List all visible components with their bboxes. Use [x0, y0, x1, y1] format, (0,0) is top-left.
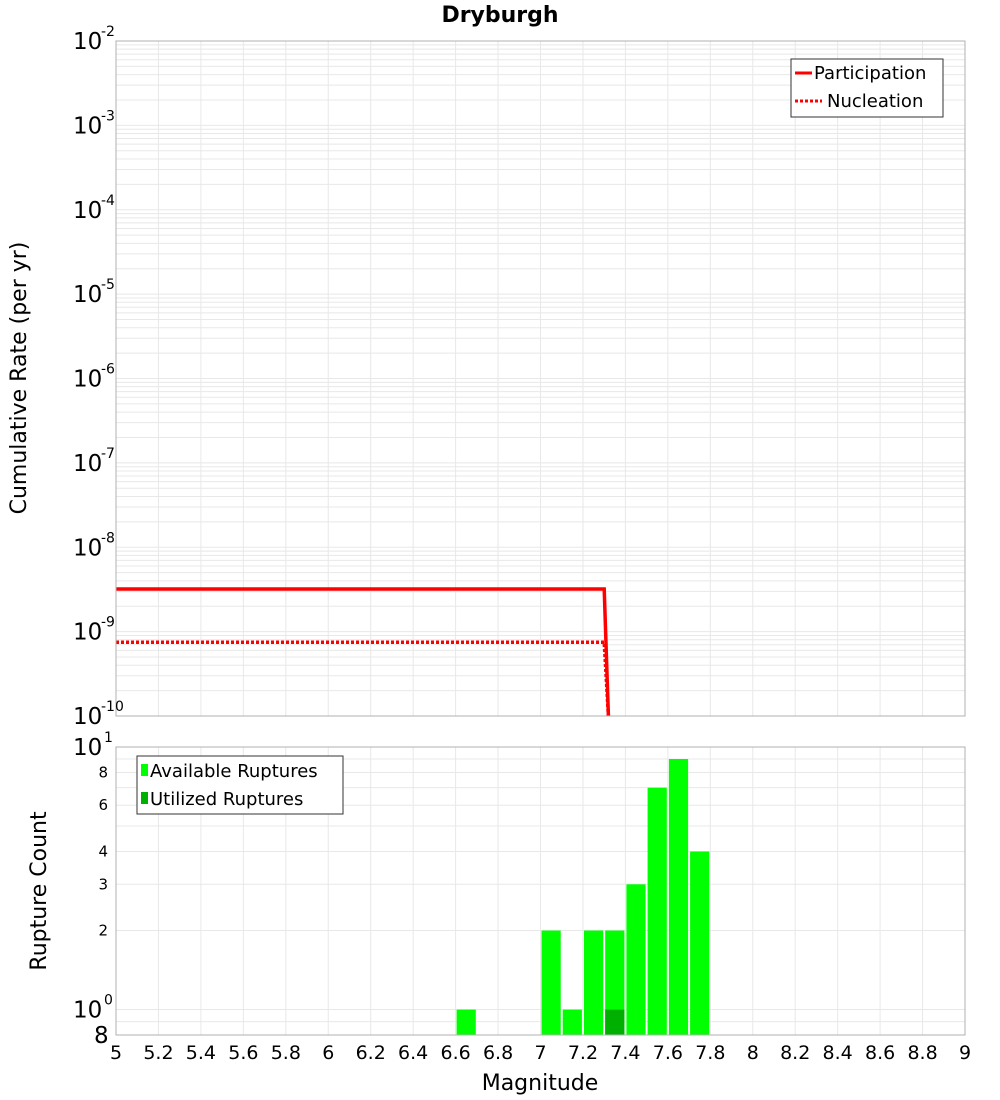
- count-y-tick-exponent: 0: [104, 993, 113, 1009]
- x-tick-label: 7.2: [568, 1042, 598, 1064]
- x-axis-label: Magnitude: [482, 1071, 599, 1096]
- rate-y-tick-exponent: -5: [101, 277, 115, 293]
- rate-y-tick-label: 10: [73, 451, 102, 477]
- legend-nucleation-label: Nucleation: [827, 91, 923, 112]
- count-y-tick-exponent: 1: [104, 730, 113, 746]
- utilized-rupture-bar: [605, 1009, 625, 1035]
- x-tick-label: 5.2: [143, 1042, 173, 1064]
- legend-utilized-label: Utilized Ruptures: [150, 789, 303, 810]
- count-panel-bars: [456, 759, 710, 1035]
- count-y-tick-label: 3: [98, 875, 108, 893]
- x-tick-label: 5.4: [186, 1042, 216, 1064]
- legend-utilized-swatch: [141, 792, 148, 804]
- rate-panel-series: [116, 587, 611, 717]
- count-y-tick-label: 10: [73, 735, 102, 761]
- rate-y-tick-label: 10: [73, 29, 102, 55]
- x-tick-label: 5: [110, 1042, 122, 1064]
- x-tick-label: 7.8: [695, 1042, 725, 1064]
- x-tick-label: 9: [959, 1042, 971, 1064]
- x-tick-label: 7.4: [610, 1042, 640, 1064]
- rate-y-tick-label: 10: [73, 113, 102, 139]
- rate-y-tick-label: 10: [73, 704, 102, 730]
- available-rupture-bar: [562, 1009, 582, 1035]
- rate-y-tick-exponent: -4: [101, 193, 115, 209]
- x-tick-label: 6.4: [398, 1042, 428, 1064]
- count-y-tick-label: 10: [73, 998, 102, 1024]
- available-rupture-bar: [690, 851, 710, 1035]
- count-y-tick-label: 6: [98, 796, 108, 814]
- x-tick-label: 8.4: [823, 1042, 853, 1064]
- count-legend: Available Ruptures Utilized Ruptures: [136, 755, 344, 815]
- rate-y-tick-exponent: -10: [101, 699, 124, 715]
- rate-legend: Participation Nucleation: [790, 58, 944, 118]
- count-legend-box: [136, 755, 344, 815]
- x-tick-label: 6.6: [440, 1042, 470, 1064]
- series-line-nucleation: [116, 640, 611, 717]
- rate-y-tick-exponent: -6: [101, 362, 115, 378]
- count-y-tick-label: 2: [98, 922, 108, 940]
- available-rupture-bar: [605, 930, 625, 1035]
- count-y-tick-label: 4: [98, 842, 108, 860]
- count-y-axis-label: Rupture Count: [27, 811, 52, 971]
- rate-panel-frame: [115, 40, 966, 717]
- available-rupture-bar: [626, 884, 646, 1035]
- x-tick-label: 5.8: [271, 1042, 301, 1064]
- chart-title: Dryburgh: [441, 3, 558, 28]
- x-tick-label: 8.2: [780, 1042, 810, 1064]
- count-panel-frame: [115, 746, 966, 1036]
- rate-y-tick-label: 10: [73, 535, 102, 561]
- rate-y-tick-label: 10: [73, 367, 102, 393]
- available-rupture-bar: [456, 1009, 476, 1035]
- legend-available-swatch: [141, 764, 148, 776]
- rate-y-tick-exponent: -2: [101, 24, 115, 40]
- x-tick-label: 8: [747, 1042, 759, 1064]
- legend-available-label: Available Ruptures: [150, 761, 318, 782]
- available-rupture-bar: [668, 759, 689, 1035]
- count-y-tick-label: 8: [94, 1023, 109, 1049]
- rate-y-tick-label: 10: [73, 620, 102, 646]
- x-tick-label: 8.8: [907, 1042, 937, 1064]
- series-line-participation: [116, 587, 611, 717]
- legend-participation-label: Participation: [814, 63, 926, 84]
- available-rupture-bar: [541, 930, 561, 1035]
- x-tick-label: 5.6: [228, 1042, 258, 1064]
- rate-panel-grid: [115, 41, 966, 717]
- x-tick-label: 8.6: [865, 1042, 895, 1064]
- rate-legend-box: [790, 58, 944, 118]
- rate-y-tick-label: 10: [73, 282, 102, 308]
- rate-y-axis-label: Cumulative Rate (per yr): [7, 242, 32, 515]
- rate-y-tick-label: 10: [73, 198, 102, 224]
- available-rupture-bar: [647, 787, 667, 1035]
- rate-y-tick-exponent: -8: [101, 530, 115, 546]
- rate-y-tick-exponent: -7: [101, 446, 115, 462]
- x-tick-label: 6.2: [356, 1042, 386, 1064]
- x-tick-label: 7: [534, 1042, 546, 1064]
- magnitude-x-ticks: 5 5.2 5.4 5.6 5.8 6 6.2 6.4 6.6 6.8 7 7.2 7.4 7.6 7.8 8…: [110, 1042, 971, 1064]
- x-tick-label: 6: [322, 1042, 334, 1064]
- rate-y-tick-exponent: -3: [101, 108, 115, 124]
- rate-y-tick-exponent: -9: [101, 615, 115, 631]
- count-y-tick-label: 8: [98, 763, 108, 781]
- x-tick-label: 6.8: [483, 1042, 513, 1064]
- available-rupture-bar: [584, 930, 604, 1035]
- x-tick-label: 7.6: [653, 1042, 683, 1064]
